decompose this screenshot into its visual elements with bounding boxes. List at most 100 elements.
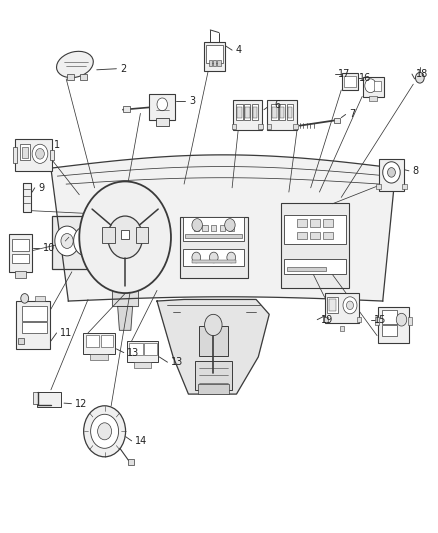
Bar bbox=[86, 335, 99, 347]
Bar bbox=[21, 322, 47, 334]
Bar bbox=[310, 219, 320, 227]
Text: 18: 18 bbox=[416, 69, 428, 79]
Text: 8: 8 bbox=[413, 166, 419, 176]
Circle shape bbox=[157, 98, 167, 111]
Bar bbox=[220, 224, 225, 231]
Bar bbox=[253, 107, 258, 118]
Bar bbox=[272, 104, 278, 120]
Bar bbox=[209, 60, 212, 66]
Bar bbox=[198, 384, 229, 393]
Circle shape bbox=[416, 72, 424, 83]
Bar bbox=[287, 267, 326, 271]
Bar bbox=[52, 216, 102, 269]
Bar bbox=[285, 259, 346, 274]
Bar bbox=[287, 104, 293, 120]
Bar bbox=[328, 300, 336, 311]
Bar bbox=[232, 124, 237, 130]
Text: 11: 11 bbox=[60, 328, 72, 338]
Bar bbox=[357, 317, 361, 322]
Bar bbox=[13, 147, 17, 163]
Polygon shape bbox=[112, 290, 138, 306]
Circle shape bbox=[80, 233, 92, 248]
Text: 9: 9 bbox=[38, 183, 44, 193]
Circle shape bbox=[396, 313, 407, 326]
Bar bbox=[102, 227, 115, 243]
Circle shape bbox=[98, 423, 112, 440]
Bar bbox=[378, 307, 409, 343]
Bar bbox=[23, 183, 31, 212]
Bar bbox=[185, 233, 242, 238]
Bar bbox=[403, 184, 407, 189]
Circle shape bbox=[192, 252, 201, 263]
Bar bbox=[82, 333, 115, 354]
Text: 1: 1 bbox=[54, 140, 60, 150]
Circle shape bbox=[74, 226, 98, 256]
Circle shape bbox=[343, 297, 357, 314]
Circle shape bbox=[21, 294, 28, 303]
Bar bbox=[376, 184, 381, 189]
Text: 10: 10 bbox=[42, 243, 55, 253]
Bar bbox=[180, 217, 247, 278]
Bar bbox=[344, 76, 356, 87]
Bar bbox=[267, 124, 272, 130]
Circle shape bbox=[84, 406, 126, 457]
Ellipse shape bbox=[57, 51, 93, 78]
Circle shape bbox=[32, 144, 48, 164]
Bar bbox=[233, 100, 262, 130]
Circle shape bbox=[91, 414, 119, 448]
Bar bbox=[50, 150, 53, 160]
Bar bbox=[408, 317, 413, 325]
Bar bbox=[381, 310, 397, 324]
Bar bbox=[381, 325, 397, 336]
Bar bbox=[37, 392, 61, 407]
Text: 4: 4 bbox=[236, 45, 242, 55]
Bar bbox=[9, 234, 32, 272]
Bar bbox=[192, 260, 236, 263]
Text: 16: 16 bbox=[359, 73, 371, 83]
Bar bbox=[67, 74, 74, 80]
Text: 7: 7 bbox=[349, 109, 355, 119]
Circle shape bbox=[227, 252, 236, 263]
Bar bbox=[15, 139, 52, 171]
Bar bbox=[202, 224, 208, 231]
Circle shape bbox=[35, 149, 44, 159]
Bar bbox=[327, 297, 338, 313]
Bar bbox=[183, 217, 244, 241]
Bar bbox=[323, 232, 333, 239]
Bar bbox=[18, 338, 24, 344]
Bar bbox=[134, 362, 151, 368]
Bar bbox=[16, 301, 50, 349]
Polygon shape bbox=[157, 300, 269, 394]
Bar bbox=[375, 317, 379, 325]
Bar bbox=[149, 94, 175, 120]
Bar bbox=[379, 159, 404, 191]
Bar bbox=[237, 107, 242, 118]
Bar bbox=[297, 232, 307, 239]
Bar bbox=[268, 100, 297, 130]
Bar bbox=[92, 245, 102, 251]
Bar bbox=[204, 42, 225, 71]
Bar bbox=[252, 104, 258, 120]
Bar bbox=[297, 219, 307, 227]
Text: 13: 13 bbox=[171, 357, 183, 367]
Bar bbox=[145, 343, 156, 355]
Circle shape bbox=[365, 79, 376, 93]
Circle shape bbox=[225, 219, 235, 231]
Bar bbox=[229, 224, 234, 231]
Bar bbox=[12, 239, 29, 251]
Circle shape bbox=[192, 219, 202, 231]
Bar bbox=[334, 118, 339, 123]
Bar bbox=[281, 203, 349, 288]
Circle shape bbox=[388, 167, 396, 177]
Bar bbox=[127, 459, 134, 465]
Circle shape bbox=[108, 216, 142, 259]
Text: 6: 6 bbox=[274, 100, 280, 110]
Polygon shape bbox=[118, 306, 133, 330]
Bar bbox=[81, 74, 87, 80]
Text: 3: 3 bbox=[189, 95, 195, 106]
Bar bbox=[33, 392, 38, 403]
Bar bbox=[206, 45, 223, 63]
Bar bbox=[342, 73, 358, 90]
Circle shape bbox=[61, 233, 73, 248]
Bar bbox=[272, 107, 277, 118]
